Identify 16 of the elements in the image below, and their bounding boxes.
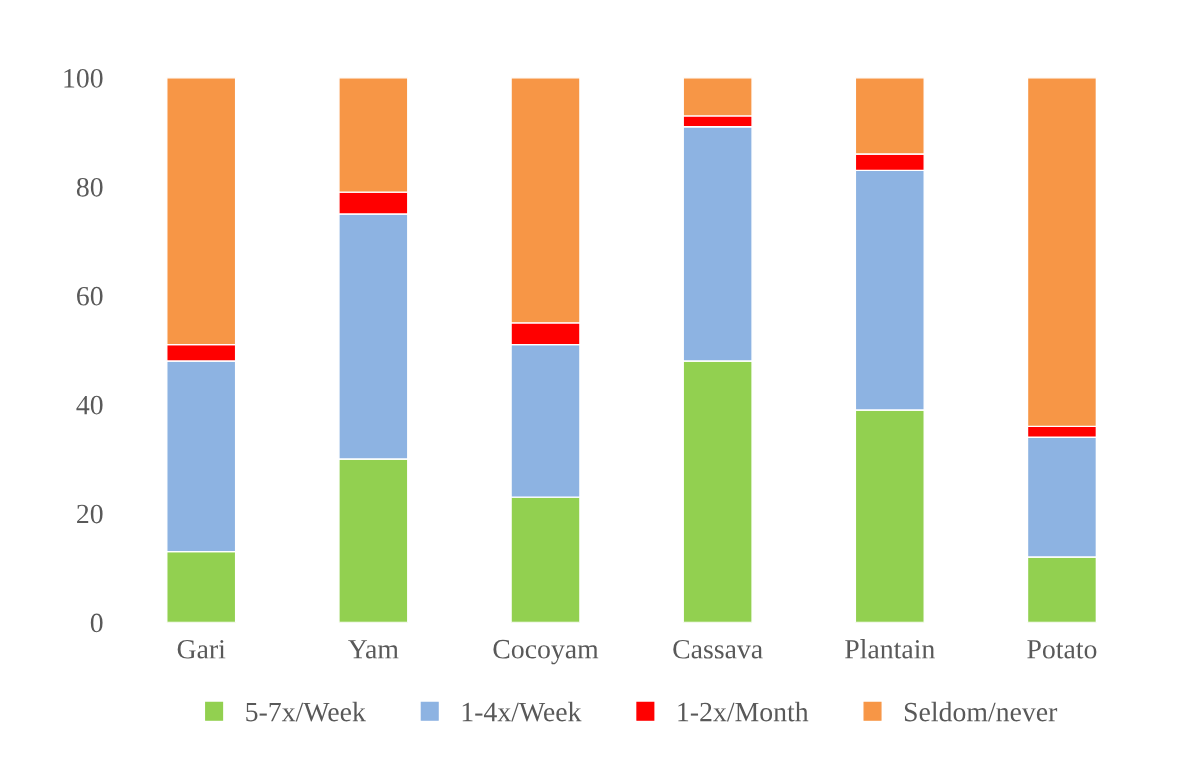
x-tick-label: Cassava xyxy=(673,639,763,659)
x-tick-label: Cocoyam xyxy=(493,639,599,665)
y-tick-label: 60 xyxy=(77,286,103,306)
x-tick-label: Gari xyxy=(177,639,226,659)
legend-label: Seldom/never xyxy=(904,701,1058,722)
x-tick-label: Potato xyxy=(1027,640,1097,659)
legend-label: 1-2x/Month xyxy=(678,701,809,722)
y-tick-label: 80 xyxy=(76,177,103,197)
y-tick-label: 0 xyxy=(90,613,103,633)
legend-label: 1-4x/Week xyxy=(462,701,582,722)
x-tick-label: Plantain xyxy=(845,639,935,659)
legend-label: 5-7x/Week xyxy=(246,701,366,722)
y-tick-label: 40 xyxy=(76,395,103,415)
y-tick-label: 20 xyxy=(77,504,103,524)
y-tick-label: 100 xyxy=(64,68,103,88)
x-tick-label: Yam xyxy=(348,640,399,659)
